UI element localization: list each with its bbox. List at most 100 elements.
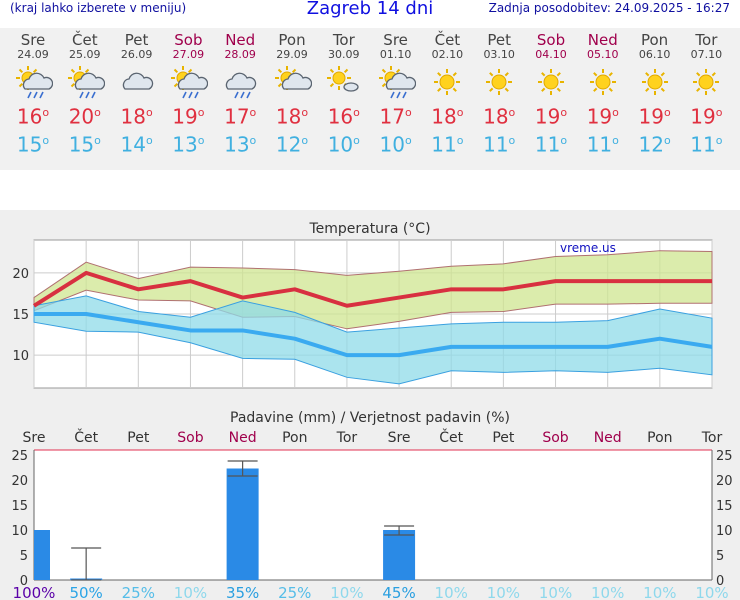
degree-sign: o	[353, 133, 360, 147]
degree-sign: o	[715, 133, 723, 147]
max-temperature: 20o	[59, 101, 111, 129]
precipitation-plot-area	[34, 450, 712, 580]
degree-sign: o	[42, 106, 50, 119]
sun-icon	[693, 69, 720, 95]
degree-sign: o	[456, 106, 464, 119]
precipitation-y-tick-right: 0	[716, 574, 724, 589]
degree-sign: o	[94, 106, 101, 119]
temperature-chart: 10 15 20 Temperatura (°C) vreme.us	[12, 221, 713, 389]
location-menu-hint: (kraj lahko izberete v meniju)	[10, 1, 187, 15]
temperature-y-tick: 20	[12, 267, 29, 282]
day-date: 28.09	[224, 48, 256, 61]
sun-cloud-rain-icon	[16, 66, 53, 99]
max-temperature: 18o	[111, 101, 163, 129]
min-temperature: 13o	[214, 129, 266, 156]
degree-sign: o	[301, 133, 309, 147]
precipitation-chart: 0 0 5 5 10 10 15 15 20 20 25 25 Sre 100% Čet 50% Pet 25% S…	[11, 410, 732, 600]
day-column: Pet 03.10 18o 11o	[473, 28, 525, 157]
degree-sign: o	[145, 133, 153, 147]
min-temperature: 10o	[318, 129, 370, 157]
precipitation-y-tick-left: 5	[20, 549, 28, 564]
max-value: 17	[224, 104, 250, 129]
max-value: 20	[68, 104, 95, 129]
min-temperature: 13o	[162, 129, 214, 156]
precipitation-probability: 10%	[174, 584, 207, 600]
day-column: Sob 27.09 19o 13o	[162, 28, 214, 156]
min-temperature: 15o	[59, 129, 111, 156]
temperature-y-tick: 15	[12, 308, 29, 323]
day-column: Sre 24.09 16o 15o	[7, 28, 59, 156]
day-date: 30.09	[328, 48, 360, 61]
day-name: Čet	[434, 31, 461, 49]
degree-sign: o	[197, 133, 205, 147]
day-column: Pet 26.09 18o 14o	[111, 28, 163, 156]
min-temperature-range	[33, 295, 713, 385]
precipitation-bar	[34, 530, 50, 580]
day-date: 29.09	[276, 48, 308, 61]
max-value: 18	[431, 104, 457, 129]
precipitation-probability: 10%	[643, 584, 676, 600]
day-column: Sre 01.10 17o 10o	[370, 28, 422, 156]
last-updated: Zadnja posodobitev: 24.09.2025 - 16:27	[488, 1, 730, 15]
min-temperature: 11o	[525, 129, 577, 156]
precipitation-day-label: Sre	[388, 430, 411, 446]
day-column: Sob 04.10 19o 11o	[525, 28, 577, 157]
day-date: 01.10	[379, 48, 412, 61]
min-temperature: 14o	[111, 129, 163, 156]
degree-sign: o	[249, 133, 257, 147]
sun-icon	[641, 69, 668, 95]
precipitation-day-label: Čet	[74, 428, 98, 446]
day-name: Ned	[225, 31, 256, 49]
header: (kraj lahko izberete v meniju) Zagreb 14…	[0, 0, 740, 22]
min-temperature: 11o	[680, 129, 732, 156]
degree-sign: o	[456, 133, 464, 147]
max-value: 18	[483, 104, 509, 129]
sun-cloud-icon	[275, 66, 312, 90]
precipitation-bar	[383, 530, 416, 580]
max-temperature: 17o	[370, 101, 422, 129]
precipitation-probability: 25%	[278, 584, 311, 600]
precipitation-day-label: Sob	[542, 430, 568, 446]
degree-sign: o	[508, 133, 516, 147]
day-column: Čet 25.09 20o 15o	[59, 28, 111, 156]
min-value: 12	[275, 132, 302, 157]
temperature-chart-title: Temperatura (°C)	[308, 221, 430, 237]
precipitation-probability: 10%	[330, 584, 363, 600]
sun-small-cloud-icon	[326, 66, 359, 92]
day-column: Tor 30.09 16o 10o	[318, 28, 370, 156]
precipitation-day-label: Ned	[229, 430, 257, 446]
precipitation-probability: 10%	[435, 584, 468, 600]
precipitation-day-label: Sob	[177, 430, 203, 446]
day-column: Ned 28.09 17 o 13o	[214, 28, 266, 156]
sun-icon	[589, 69, 616, 95]
degree-sign: o	[612, 133, 619, 147]
min-value: 10	[327, 132, 354, 157]
max-value: 19	[172, 104, 198, 129]
day-date: 07.10	[690, 48, 723, 61]
day-name: Sre	[383, 31, 408, 49]
max-temperature: 19o	[577, 101, 629, 129]
min-value: 11	[586, 132, 613, 157]
precipitation-day-label: Pon	[282, 430, 307, 446]
day-date: 24.09	[17, 48, 49, 61]
precipitation-y-tick-left: 20	[11, 474, 28, 489]
min-value: 11	[431, 132, 457, 157]
degree-sign: o	[508, 106, 516, 119]
precipitation-probability: 10%	[591, 584, 624, 600]
degree-sign: o	[612, 106, 619, 119]
min-temperature: 11o	[473, 129, 525, 156]
max-value: 19	[638, 104, 664, 129]
day-name: Pon	[278, 31, 306, 49]
sun-icon	[486, 69, 513, 95]
precipitation-probability: 25%	[122, 584, 155, 600]
charts-area: 10 15 20 Temperatura (°C) vreme.us 0 0 5 5 10 10 1…	[0, 210, 740, 600]
degree-sign: o	[663, 133, 671, 147]
precipitation-y-tick-left: 25	[11, 449, 28, 464]
precipitation-y-tick-left: 0	[20, 574, 28, 589]
max-value: 18	[120, 104, 146, 129]
sun-icon	[434, 69, 461, 95]
day-name: Sob	[174, 31, 203, 49]
precipitation-y-tick-left: 10	[11, 524, 28, 539]
day-name: Pet	[124, 31, 149, 49]
min-temperature: 11o	[577, 129, 629, 157]
